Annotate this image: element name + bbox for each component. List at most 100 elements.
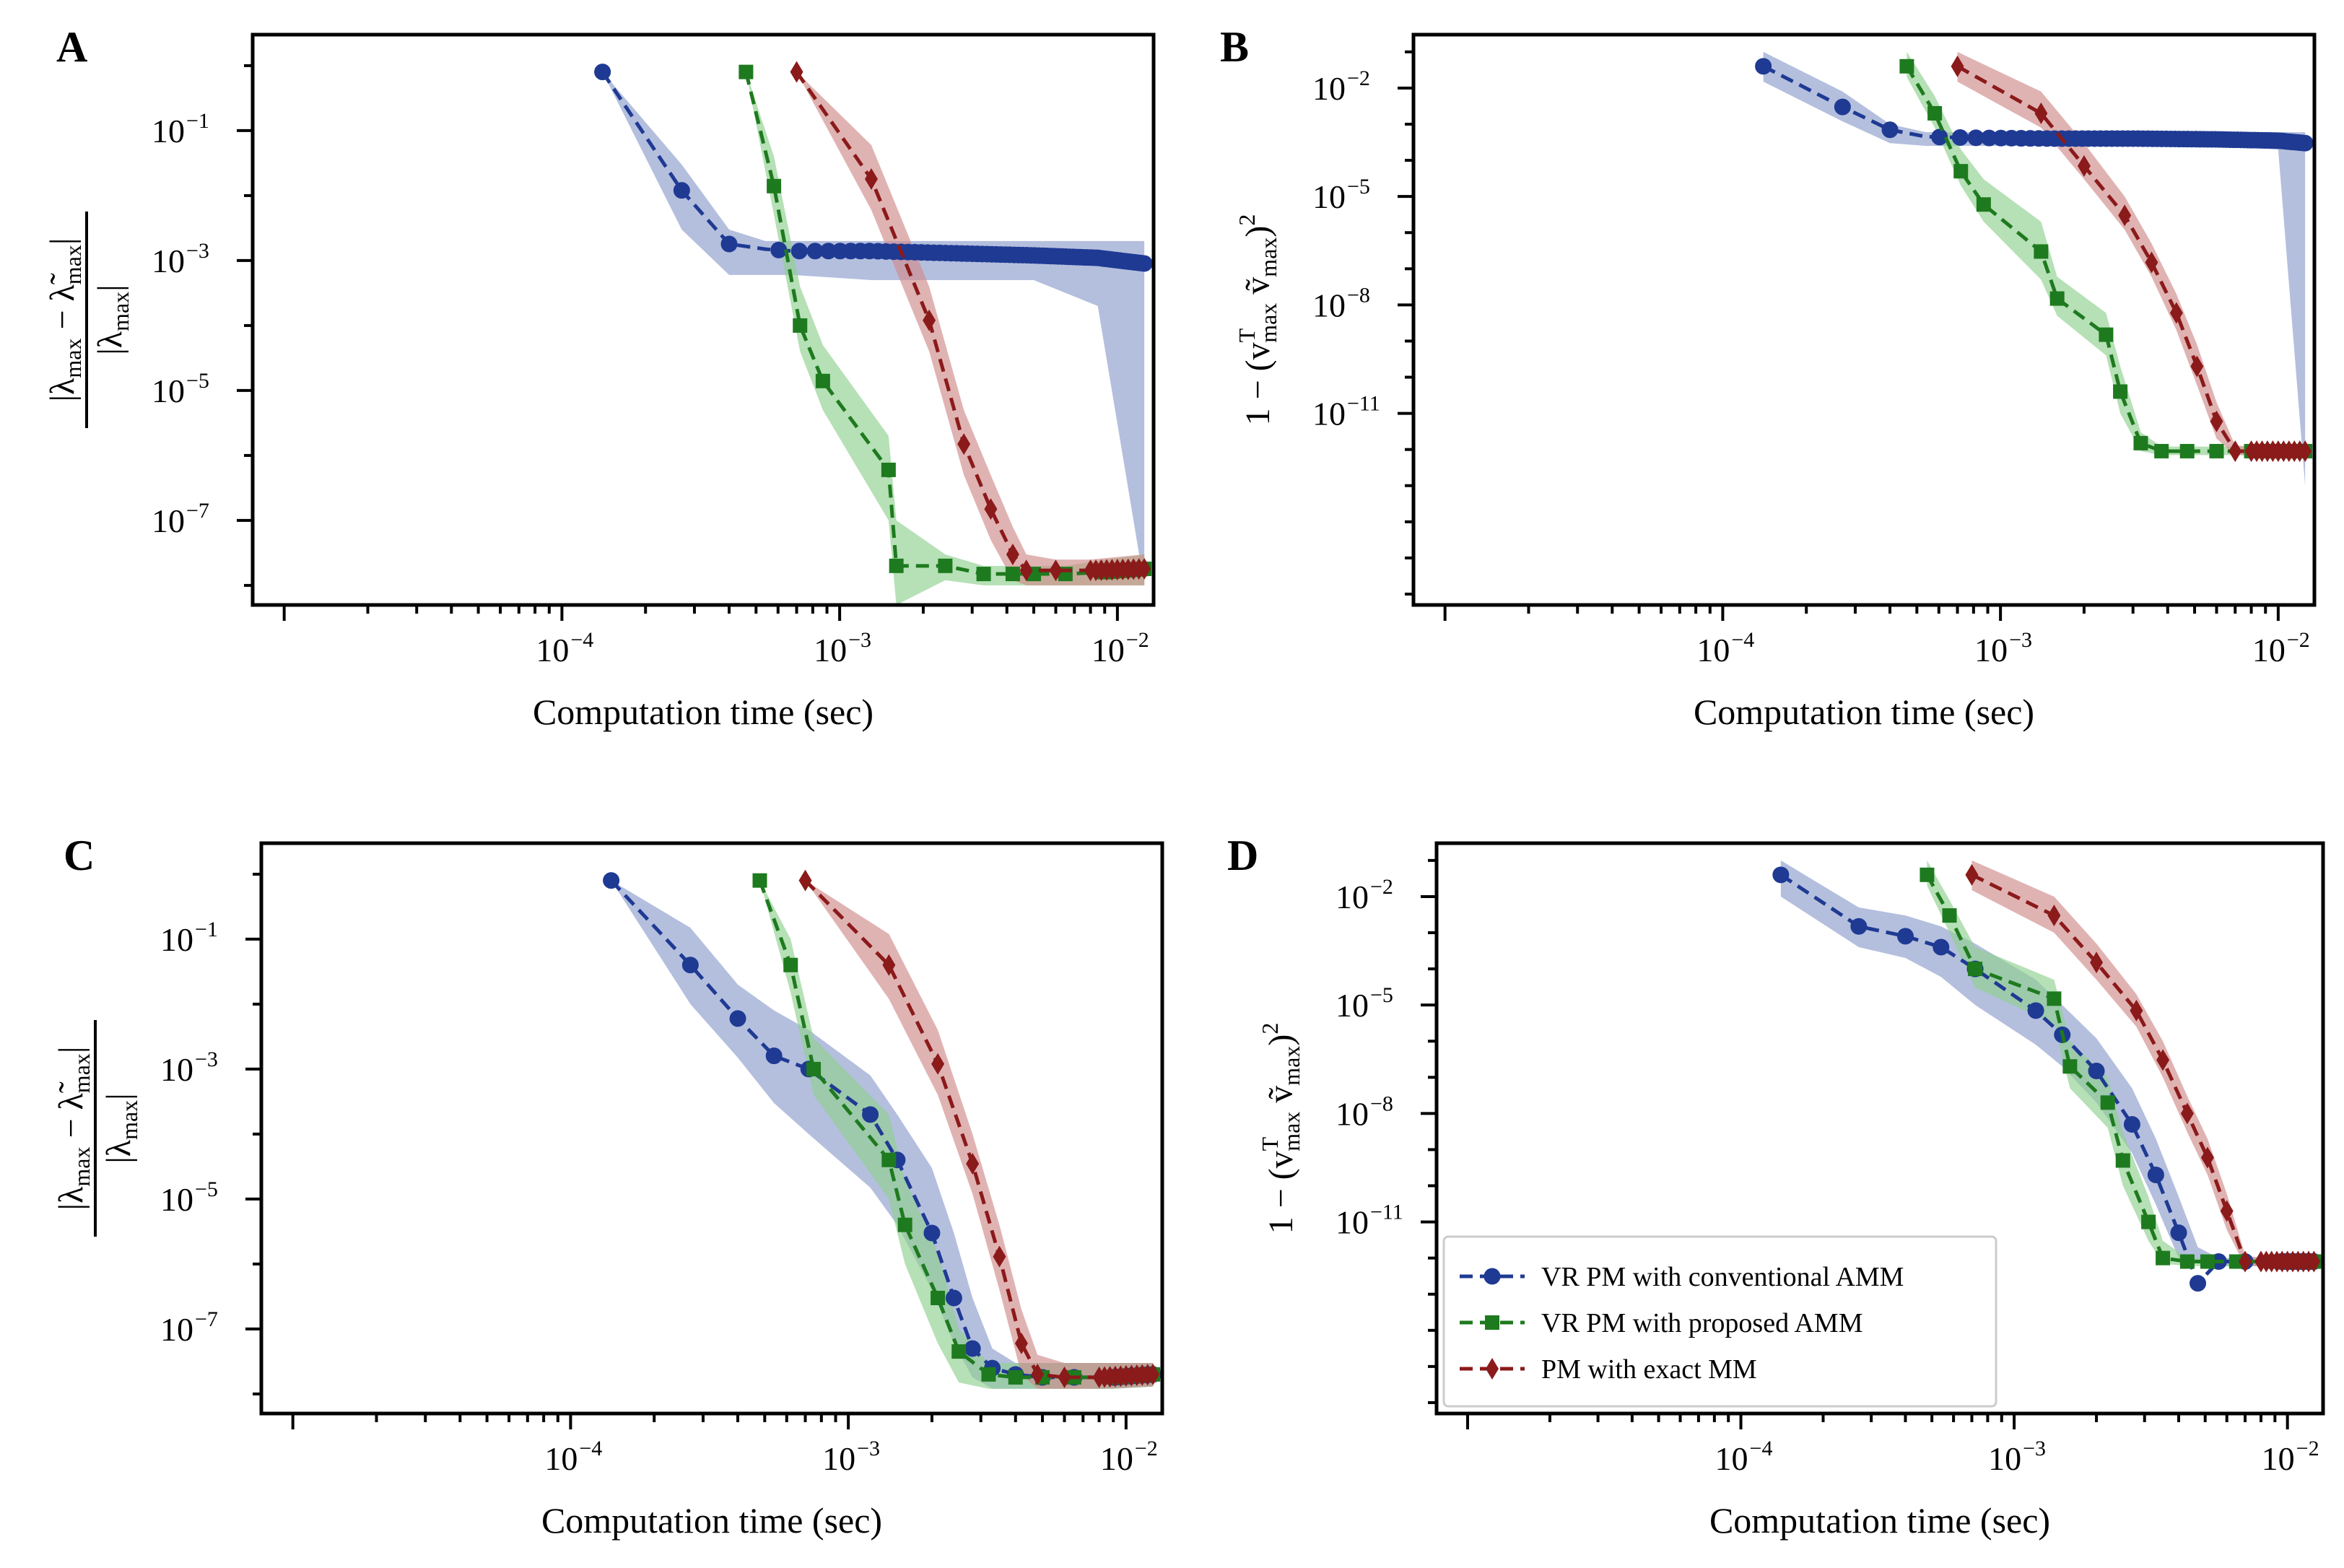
x-tick-label: 10−2: [2252, 628, 2310, 668]
data-point: [720, 235, 738, 253]
confidence-band: [796, 71, 1145, 585]
data-point: [862, 1106, 879, 1123]
data-point: [2147, 1166, 2164, 1183]
legend-marker: [1485, 1315, 1499, 1330]
data-point: [1141, 1364, 1154, 1386]
data-point: [931, 1290, 946, 1305]
legend-label: VR PM with proposed AMM: [1541, 1308, 1863, 1338]
data-point: [1005, 567, 1020, 582]
y-tick-label: 10−11: [1312, 392, 1380, 432]
confidence-band: [1972, 860, 2314, 1266]
data-point: [1136, 255, 1153, 272]
plot-area: [1772, 860, 2322, 1292]
data-point: [864, 167, 878, 190]
y-tick-label: 10−7: [152, 499, 209, 539]
data-point: [790, 243, 808, 260]
data-point: [1953, 164, 1969, 179]
plot-area: [603, 869, 1162, 1389]
data-point: [2179, 443, 2195, 458]
data-point: [957, 433, 971, 456]
y-axis-label: 1 − (vTmax ṽmax)2: [1234, 214, 1281, 426]
y-tick-label: 10−5: [152, 369, 209, 409]
data-point: [2190, 355, 2204, 378]
panel-label: A: [56, 23, 87, 71]
data-point: [1968, 962, 1983, 977]
data-point: [881, 462, 896, 477]
data-point: [594, 64, 611, 81]
data-point: [993, 1245, 1006, 1268]
series-line: [1905, 65, 2306, 453]
data-point: [981, 1367, 996, 1382]
legend-marker: [1486, 1358, 1499, 1380]
data-point: [2200, 1254, 2215, 1269]
data-point: [951, 1344, 967, 1359]
data-point: [2210, 410, 2223, 432]
data-point: [984, 498, 998, 521]
data-point: [881, 1152, 897, 1167]
data-point: [1006, 543, 1019, 565]
data-point: [966, 1152, 980, 1175]
data-point: [793, 318, 808, 333]
x-tick-label: 10−3: [1988, 1437, 2046, 1477]
data-point: [603, 872, 620, 889]
legend-marker: [1483, 1268, 1501, 1285]
axes-frame: [259, 841, 1164, 1416]
x-axis-label: Computation time (sec): [533, 692, 873, 732]
data-point: [2200, 1146, 2214, 1169]
data-point: [2118, 204, 2132, 227]
x-tick-label: 10−3: [814, 628, 871, 668]
data-point: [2047, 905, 2061, 927]
data-point: [2179, 1254, 2195, 1269]
data-point: [2130, 999, 2143, 1022]
svg-text:|λmax|: |λmax|: [100, 1093, 142, 1164]
data-point: [2077, 154, 2091, 177]
x-tick-label: 10−4: [1696, 628, 1754, 668]
x-axis-label: Computation time (sec): [1694, 692, 2034, 732]
panel-c: C 10−4 10−3 10−2 10−1 10−3 10−5 10−7 Computation…: [52, 832, 1164, 1541]
data-point: [923, 1224, 941, 1242]
data-point: [2180, 1102, 2194, 1125]
plot-area: [594, 61, 1153, 605]
x-tick-label: 10−4: [544, 1437, 602, 1477]
data-point: [2047, 991, 2062, 1006]
data-point: [1896, 928, 1914, 945]
data-point: [765, 1047, 783, 1065]
data-point: [2170, 1224, 2187, 1242]
x-axis-label: Computation time (sec): [541, 1500, 882, 1541]
data-point: [2062, 1059, 2078, 1074]
data-point: [2123, 1115, 2140, 1133]
x-tick-label: 10−4: [536, 628, 593, 668]
data-point: [1834, 98, 1851, 116]
series-line: [1956, 64, 2306, 453]
svg-text:|λmax − λ̃max|: |λmax − λ̃max|: [52, 1046, 95, 1210]
x-axis-label: Computation time (sec): [1709, 1500, 2050, 1541]
data-point: [815, 373, 830, 388]
axes-frame: [250, 32, 1156, 607]
data-point: [752, 873, 767, 888]
confidence-band: [1780, 860, 2314, 1266]
data-point: [1881, 121, 1899, 139]
data-point: [1019, 559, 1033, 582]
data-point: [897, 1217, 912, 1232]
data-point: [1933, 938, 1950, 956]
data-point: [790, 61, 803, 83]
y-tick-label: 10−2: [1336, 875, 1393, 915]
data-point: [2169, 302, 2183, 324]
y-tick-label: 10−8: [1336, 1092, 1393, 1132]
y-tick-label: 10−5: [1336, 983, 1393, 1024]
data-point: [1951, 55, 1964, 77]
y-tick-label: 10−1: [152, 109, 209, 149]
panel-label: D: [1227, 832, 1258, 879]
data-point: [767, 178, 782, 193]
data-point: [729, 1010, 746, 1027]
data-point: [1755, 58, 1772, 75]
y-tick-label: 10−3: [152, 239, 209, 279]
data-point: [1049, 559, 1063, 582]
y-tick-label: 10−3: [160, 1047, 218, 1088]
series-line: [795, 71, 1145, 572]
data-point: [923, 309, 936, 331]
panel-label: B: [1220, 23, 1249, 71]
data-point: [2133, 435, 2148, 450]
y-tick-label: 10−5: [160, 1177, 218, 1218]
